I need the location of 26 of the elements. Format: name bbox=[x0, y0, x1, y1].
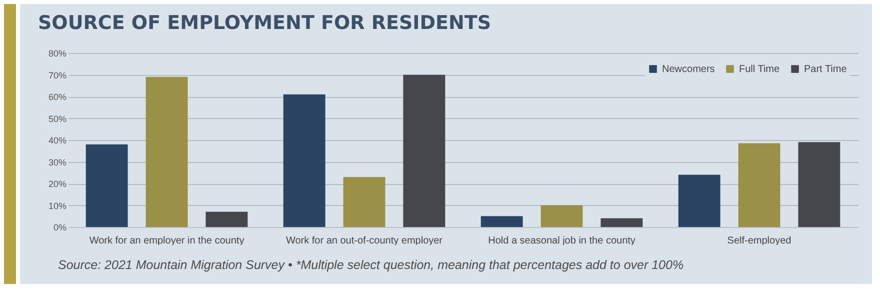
bar bbox=[86, 144, 128, 227]
legend-label: Full Time bbox=[739, 64, 780, 75]
legend-label: Newcomers bbox=[662, 64, 715, 75]
bar bbox=[403, 74, 446, 227]
bar bbox=[146, 76, 188, 227]
bar bbox=[540, 205, 583, 227]
bar bbox=[343, 176, 386, 227]
legend-label: Part Time bbox=[804, 64, 848, 75]
y-tick-label: 10% bbox=[48, 200, 66, 211]
bar bbox=[798, 142, 840, 227]
y-tick-label: 0% bbox=[53, 222, 66, 232]
bar bbox=[600, 218, 643, 227]
y-tick-label: 60% bbox=[48, 92, 66, 102]
bar bbox=[283, 94, 326, 227]
y-tick-label: 20% bbox=[48, 179, 66, 189]
y-tick-label: 70% bbox=[48, 70, 66, 80]
y-tick-label: 40% bbox=[48, 136, 66, 146]
source-note: Source: 2021 Mountain Migration Survey • *Multiple select question, meaning that percentages add to over 100% bbox=[58, 258, 684, 272]
bar bbox=[480, 216, 523, 227]
bar bbox=[678, 174, 720, 227]
bar bbox=[206, 212, 248, 227]
bar bbox=[738, 143, 780, 227]
y-tick-label: 50% bbox=[48, 114, 66, 124]
y-tick-label: 80% bbox=[48, 48, 66, 58]
chart-title: SOURCE OF EMPLOYMENT FOR RESIDENTS bbox=[38, 12, 492, 34]
y-tick-label: 30% bbox=[48, 157, 66, 168]
